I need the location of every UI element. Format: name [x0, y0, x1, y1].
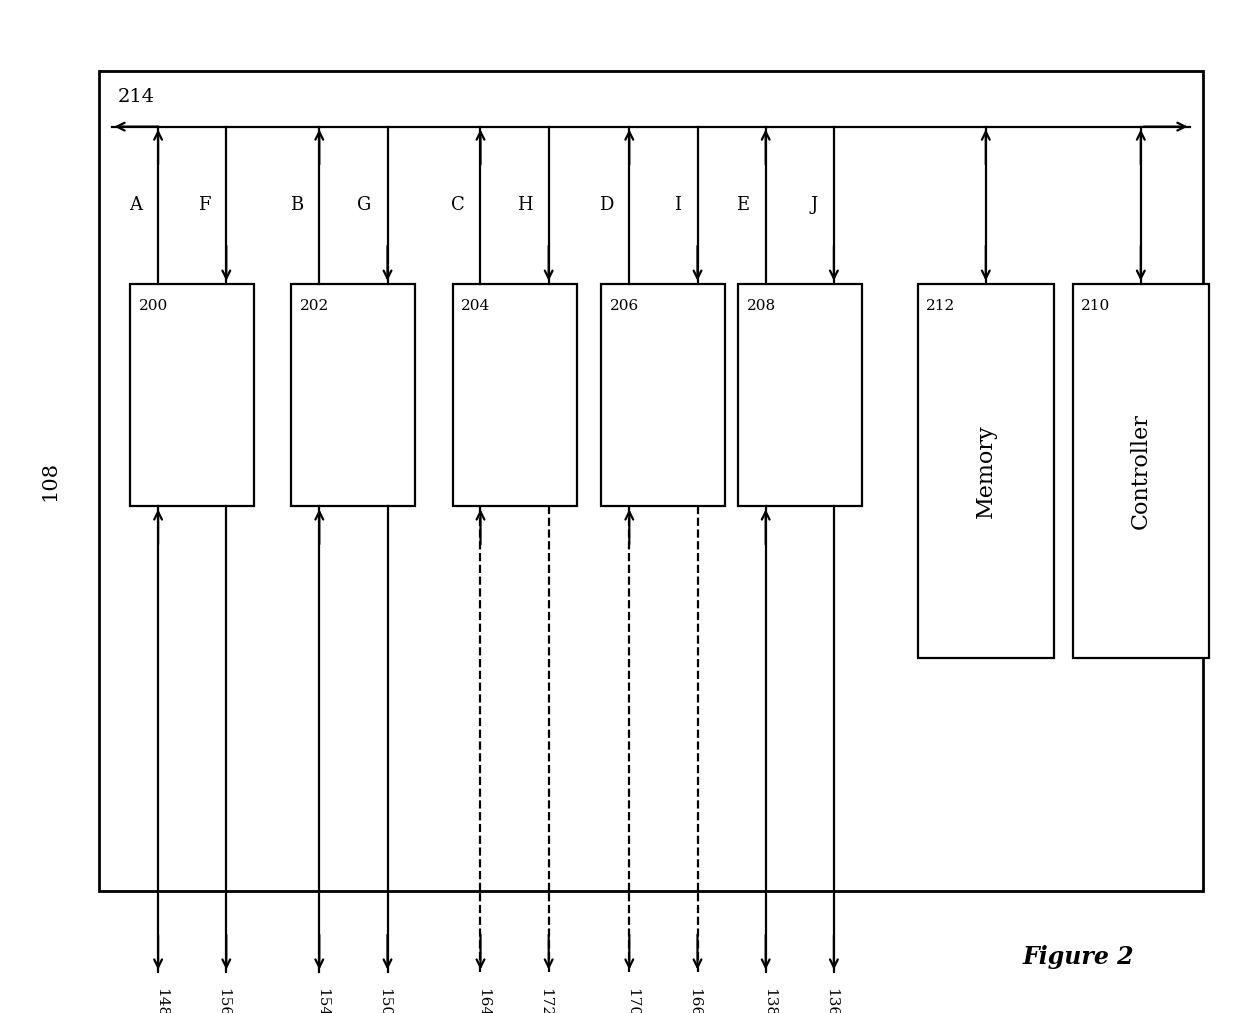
Text: I: I [675, 197, 682, 214]
Text: 200: 200 [139, 299, 169, 313]
Text: 148: 148 [154, 988, 169, 1013]
Text: 172: 172 [538, 988, 553, 1013]
Text: 136: 136 [823, 988, 838, 1013]
Text: 166: 166 [687, 988, 702, 1013]
Text: A: A [129, 197, 143, 214]
Text: E: E [737, 197, 749, 214]
Text: Figure 2: Figure 2 [1023, 945, 1135, 969]
Text: 154: 154 [315, 988, 330, 1013]
Text: Controller: Controller [1130, 413, 1152, 529]
Text: 138: 138 [761, 988, 776, 1013]
Text: 206: 206 [610, 299, 640, 313]
Text: 164: 164 [476, 988, 491, 1013]
Text: Memory: Memory [975, 424, 997, 518]
Text: H: H [517, 197, 533, 214]
Text: J: J [811, 197, 818, 214]
Text: F: F [197, 197, 210, 214]
Text: 204: 204 [461, 299, 491, 313]
Bar [601, 284, 725, 506]
Text: G: G [357, 197, 372, 214]
Text: 108: 108 [40, 461, 60, 501]
Bar [1073, 284, 1209, 658]
Text: B: B [290, 197, 303, 214]
Text: 212: 212 [926, 299, 956, 313]
Text: D: D [599, 197, 614, 214]
Bar [453, 284, 577, 506]
Bar [291, 284, 415, 506]
Text: 150: 150 [377, 988, 392, 1013]
Text: 214: 214 [118, 88, 155, 106]
Text: 156: 156 [216, 988, 231, 1013]
Bar [130, 284, 254, 506]
Text: 208: 208 [746, 299, 775, 313]
Bar [99, 71, 1203, 891]
Text: 210: 210 [1081, 299, 1111, 313]
Bar [738, 284, 862, 506]
Bar [918, 284, 1054, 658]
Text: C: C [450, 197, 464, 214]
Text: 170: 170 [625, 988, 640, 1013]
Text: 202: 202 [300, 299, 330, 313]
